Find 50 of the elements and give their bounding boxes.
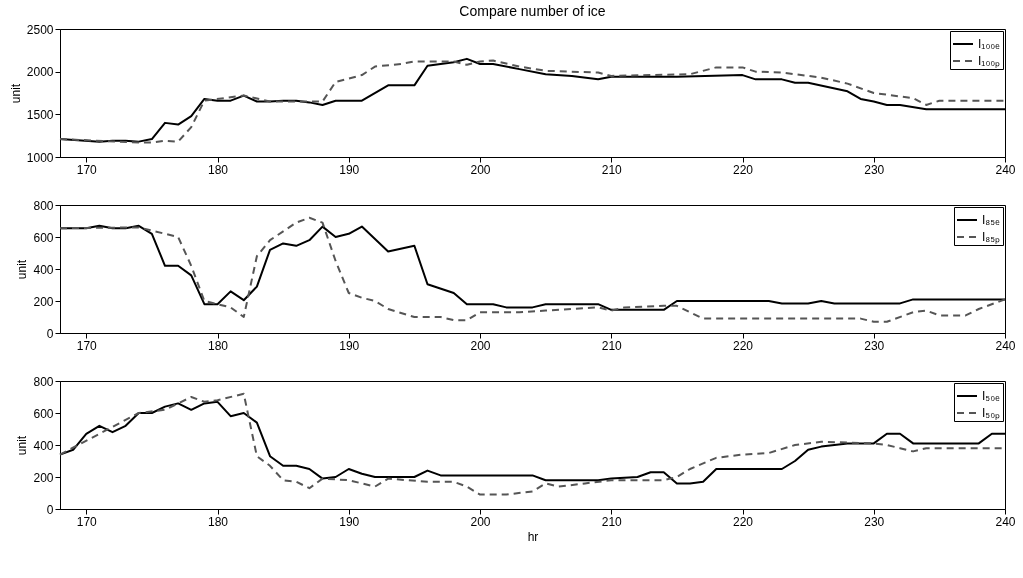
legend-label: I₅₀ₚ	[982, 406, 1001, 420]
y-tick-label: 1500	[26, 107, 54, 122]
y-tick-label: 400	[33, 438, 54, 453]
x-tick-label: 200	[470, 162, 491, 177]
x-tick-label: 230	[864, 162, 885, 177]
legend-label: I₁₀₀ₚ	[978, 54, 1001, 68]
x-tick-label: 220	[732, 162, 754, 177]
y-tick-label: 0	[46, 326, 54, 341]
y-tick-label: 800	[33, 198, 54, 213]
x-tick-label: 230	[864, 514, 885, 529]
y-tick-label: 600	[33, 230, 54, 245]
x-tick-label: 170	[76, 162, 98, 177]
x-axis-title: hr	[527, 529, 539, 544]
x-tick-label: 180	[207, 162, 229, 177]
x-tick-label: 200	[470, 514, 491, 529]
y-tick-label: 2500	[26, 22, 54, 37]
legend-label: I₅₀ₑ	[982, 389, 1001, 403]
x-tick-label: 170	[76, 338, 98, 353]
x-tick-label: 200	[470, 338, 491, 353]
x-tick-label: 190	[339, 162, 360, 177]
x-tick-label: 240	[995, 514, 1016, 529]
y-tick-label: 0	[46, 502, 54, 517]
y-axis-title: unit	[8, 83, 23, 104]
x-tick-label: 230	[864, 338, 885, 353]
x-tick-label: 220	[732, 338, 754, 353]
y-tick-label: 2000	[26, 65, 54, 80]
x-tick-label: 210	[601, 338, 623, 353]
x-tick-label: 190	[339, 514, 360, 529]
line-series	[59, 216, 1006, 323]
x-tick-label: 190	[339, 338, 360, 353]
y-axis-title: unit	[15, 259, 30, 280]
y-tick-label: 200	[33, 470, 54, 485]
x-tick-label: 220	[732, 514, 754, 529]
legend-label: I₁₀₀ₑ	[978, 37, 1001, 51]
x-tick-label: 180	[207, 338, 229, 353]
chart-title: Compare number of ice	[459, 3, 606, 19]
x-tick-label: 240	[995, 162, 1016, 177]
x-tick-label: 210	[601, 514, 623, 529]
y-tick-label: 200	[33, 294, 54, 309]
x-tick-label: 180	[207, 514, 229, 529]
x-tick-label: 210	[601, 162, 623, 177]
y-tick-label: 400	[33, 262, 54, 277]
y-tick-label: 800	[33, 374, 54, 389]
y-tick-label: 600	[33, 406, 54, 421]
legend-label: I₈₅ₚ	[982, 230, 1001, 244]
y-axis-title: unit	[15, 435, 30, 456]
legend-label: I₈₅ₑ	[982, 213, 1001, 227]
y-tick-label: 1000	[26, 150, 54, 165]
x-tick-label: 170	[76, 514, 98, 529]
x-tick-label: 240	[995, 338, 1016, 353]
